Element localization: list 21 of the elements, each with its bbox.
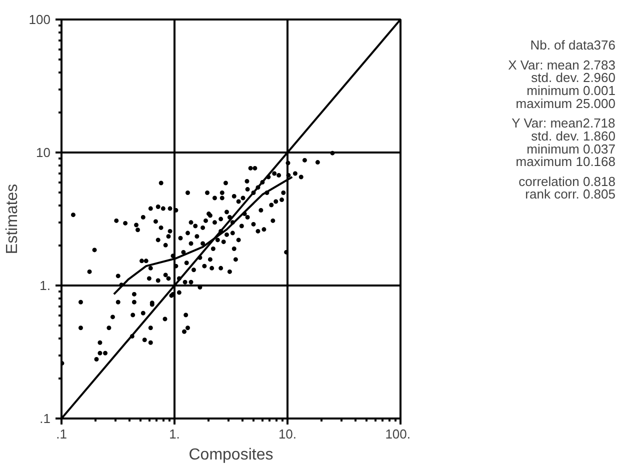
x-axis-title: Composites (188, 446, 274, 464)
text: minimum 0.037 (526, 141, 616, 156)
text: std. dev. 1.860 (531, 128, 616, 144)
x-tick-label: 1. (169, 426, 180, 442)
text: std. dev. 2.960 (531, 70, 616, 86)
text: maximum 10.168 (516, 154, 616, 170)
text: Y Var: mean2.718 (512, 116, 616, 131)
text: rank corr. 0.805 (525, 186, 616, 202)
x-tick-label: 100. (385, 426, 411, 442)
y-axis-title: Estimates (4, 184, 21, 254)
x-tick-label: 10. (278, 426, 297, 442)
text: maximum 25.000 (516, 96, 616, 111)
y-tick-label: 1. (40, 278, 50, 293)
y-tick-label: 100 (28, 12, 51, 27)
text: correlation 0.818 (518, 174, 616, 189)
text: Nb. of data376 (530, 38, 616, 53)
y-tick-label: .1 (40, 411, 50, 426)
x-tick-label: .1 (56, 426, 67, 442)
y-tick-label: 10 (36, 145, 51, 160)
text: X Var: mean 2.783 (508, 57, 616, 72)
text: minimum 0.001 (526, 83, 616, 98)
